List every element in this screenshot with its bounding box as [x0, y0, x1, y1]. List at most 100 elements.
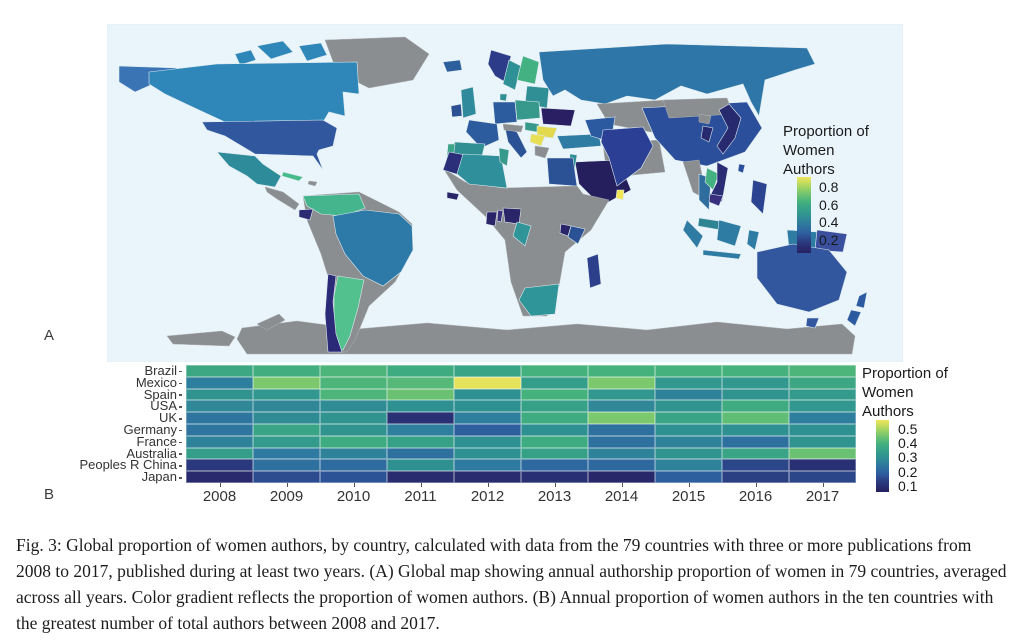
axis-tick: [353, 483, 355, 487]
benin-region: [496, 209, 504, 223]
heatmap-cell: [722, 435, 789, 448]
canada-islands-region: [256, 40, 294, 60]
heatmap-row-label: Brazil: [144, 364, 182, 377]
nkorea-region: [698, 113, 712, 125]
canada-islands-region: [234, 49, 257, 66]
heatmap-cell: [186, 412, 253, 424]
balkans-region: [529, 133, 546, 147]
antarctica-region: [256, 313, 286, 331]
heatmap-year-label: 2012: [470, 488, 505, 505]
heatmap-row-label: France: [137, 435, 182, 448]
heatmap-cell: [253, 459, 320, 472]
heatmap-cell: [655, 365, 722, 377]
heatmap-cell: [186, 388, 253, 401]
heatmap-cell: [655, 435, 722, 448]
heatmap-cell: [655, 400, 722, 413]
axis-tick: [179, 441, 182, 444]
heatmap-cell: [454, 435, 521, 448]
heatmap-year-label: 2017: [805, 488, 840, 505]
ireland-region: [450, 103, 463, 118]
axis-tick: [179, 429, 182, 432]
heatmap-cell: [655, 424, 722, 436]
denmark-region: [499, 93, 508, 102]
heatmap-cell: [387, 459, 454, 472]
heatmap-row-label: Spain: [144, 388, 182, 401]
usa-region: [201, 119, 338, 171]
legend-tick-label: 0.1: [898, 478, 918, 495]
heatmap-cell: [320, 447, 387, 460]
heatmap-cell: [320, 400, 387, 413]
heatmap-cell: [521, 400, 588, 413]
heatmap-cell: [387, 447, 454, 460]
heatmap-cell: [454, 459, 521, 472]
heatmap-cell: [588, 400, 655, 413]
philippines-region: [750, 179, 768, 215]
chile-region: [324, 273, 343, 353]
egypt-region: [546, 157, 578, 187]
canada-region: [148, 61, 360, 123]
cuba-region: [281, 171, 304, 182]
heatmap-row-label: USA: [150, 399, 182, 412]
nigeria-region: [502, 207, 522, 225]
legend-tick-label: 0.8: [819, 179, 839, 196]
legend-tick-label: 0.3: [898, 449, 918, 466]
senegal-region: [446, 191, 460, 201]
axis-tick: [179, 465, 182, 467]
axis-tick: [286, 483, 288, 487]
heatmap-row-label: UK: [159, 411, 182, 424]
heatmap-cell: [320, 376, 387, 389]
heatmap-cell: [521, 412, 588, 424]
heatmap-cell: [521, 471, 588, 483]
russia-region: [538, 43, 816, 117]
heatmap-cell: [387, 376, 454, 389]
ecuador-region: [298, 208, 314, 221]
heatmap-year-label: 2013: [537, 488, 572, 505]
heatmap-cell: [253, 447, 320, 460]
heatmap-cell: [186, 435, 253, 448]
heatmap-cell: [454, 447, 521, 460]
panel-a-label: A: [44, 327, 55, 344]
south-africa-region: [518, 283, 560, 317]
heatmap-cell: [588, 424, 655, 436]
heatmap-cell: [253, 424, 320, 436]
heatmap-legend-title: Proportion of Women Authors: [862, 365, 948, 420]
png-region: [814, 229, 848, 253]
legend-tick-label: 0.4: [898, 435, 918, 452]
france-region: [465, 119, 500, 149]
heatmap-cell: [387, 365, 454, 377]
heatmap-cell: [789, 447, 856, 460]
axis-tick: [822, 483, 824, 487]
ukraine-region: [540, 107, 576, 127]
map-legend-title: Proportion of Women Authors: [783, 123, 869, 178]
heatmap-cell: [789, 435, 856, 448]
heatmap-year-label: 2008: [202, 488, 237, 505]
heatmap-cell: [521, 447, 588, 460]
heatmap-cell: [722, 388, 789, 401]
heatmap-cell: [387, 424, 454, 436]
heatmap-cell: [454, 400, 521, 413]
heatmap-cell: [186, 424, 253, 436]
algeria-region: [456, 153, 508, 189]
germany-region: [492, 101, 518, 125]
heatmap-cell: [789, 471, 856, 483]
kenya-region: [567, 225, 586, 245]
axis-tick: [420, 483, 422, 487]
heatmap-cell: [789, 365, 856, 377]
heatmap-row-label: Germany: [124, 423, 182, 436]
heatmap-cell: [722, 412, 789, 424]
heatmap-cell: [521, 435, 588, 448]
madagascar-region: [586, 253, 602, 289]
axis-tick: [179, 406, 182, 408]
india-region: [600, 126, 654, 187]
heatmap-cell: [186, 459, 253, 472]
heatmap-cell: [521, 376, 588, 389]
romania-region: [536, 125, 558, 139]
axis-tick: [179, 477, 182, 479]
world-map: [107, 24, 903, 362]
skorea-region: [700, 125, 714, 143]
java-region: [702, 249, 742, 260]
heatmap-year-label: 2011: [404, 488, 437, 505]
heatmap-cell: [588, 459, 655, 472]
heatmap-row-label: Australia: [126, 447, 182, 460]
legend-tick-label: 0.2: [898, 463, 918, 480]
